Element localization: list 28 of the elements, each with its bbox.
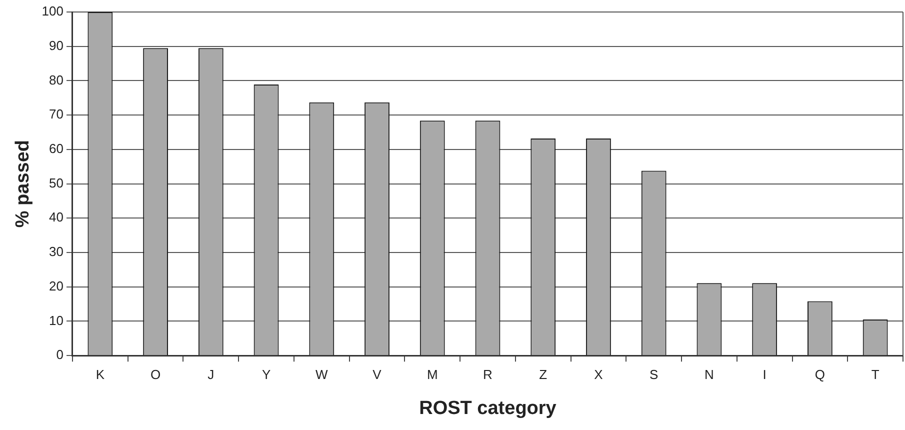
y-tick-label: 0	[56, 347, 64, 362]
x-tick-label: I	[762, 366, 766, 382]
x-tick-label: M	[426, 366, 438, 382]
y-tick-label: 90	[49, 38, 64, 53]
y-tick-label: 30	[49, 244, 64, 260]
x-tick-label: V	[372, 366, 382, 382]
x-tick-label: W	[316, 366, 328, 382]
x-tick-label: S	[650, 366, 659, 382]
x-tick-label: Q	[814, 366, 826, 382]
y-tick-label: 40	[49, 210, 64, 225]
x-tick-label: K	[96, 366, 105, 382]
y-axis-title: % passed	[12, 140, 34, 228]
x-tick-label: R	[483, 366, 492, 382]
x-tick-label: Y	[262, 366, 271, 382]
x-axis-title: ROST category	[419, 398, 557, 419]
x-tick-label: J	[208, 366, 214, 382]
x-tick-label: X	[594, 366, 604, 382]
x-tick-label: O	[150, 366, 161, 382]
x-tick-label: Z	[539, 366, 548, 382]
y-tick-label: 50	[49, 175, 64, 190]
y-tick-label: 60	[49, 141, 64, 156]
y-tick-label: 20	[49, 278, 64, 294]
y-tick-label: 100	[42, 4, 64, 19]
y-tick-label: 80	[49, 72, 64, 88]
x-tick-label: T	[871, 366, 880, 382]
y-tick-label: 10	[49, 312, 64, 328]
y-tick-label: 70	[49, 106, 64, 122]
x-tick-label: N	[704, 366, 714, 382]
